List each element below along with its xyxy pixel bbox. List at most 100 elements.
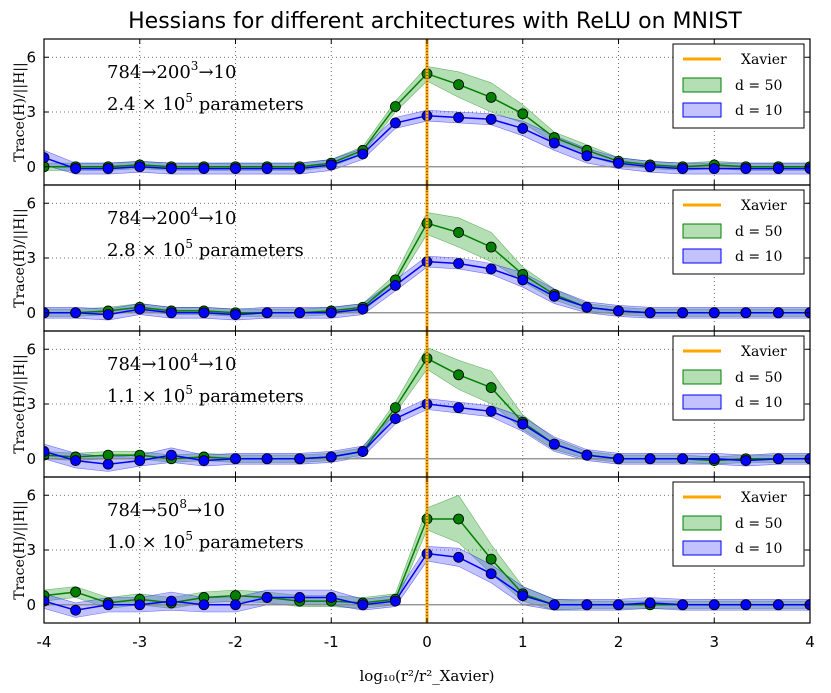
parameters-suffix: parameters (193, 240, 304, 261)
data-point (453, 513, 464, 525)
series-d=10-band (44, 398, 810, 472)
data-point (644, 161, 656, 173)
y-tick-label: 3 (26, 103, 36, 121)
data-point (613, 305, 624, 317)
data-point (134, 161, 146, 173)
architecture-base: 784→50 (107, 500, 179, 521)
data-point (198, 455, 210, 466)
data-point (70, 604, 81, 616)
confidence-band (44, 255, 810, 321)
data-point (198, 163, 210, 174)
parameters-label: 2.4 × 105 parameters (107, 91, 304, 115)
y-axis-label: Trace(H)/||H|| (12, 208, 28, 307)
confidence-band (44, 347, 810, 465)
data-point (390, 413, 401, 425)
architecture-tail: →10 (187, 500, 225, 521)
x-axis-ticks: -4 -3 -2 -1 0 1 2 3 4 (37, 633, 815, 651)
data-point (613, 599, 624, 611)
data-point (294, 453, 306, 465)
y-tick-label: 6 (26, 194, 36, 212)
y-tick-label: 0 (26, 596, 36, 614)
data-point (773, 307, 784, 319)
y-tick-label: 0 (26, 158, 36, 176)
data-point (102, 309, 114, 320)
data-point (390, 101, 401, 112)
data-point (644, 597, 656, 609)
data-point (613, 157, 624, 169)
x-tick-label: -1 (324, 633, 339, 651)
y-tick-label: 3 (26, 395, 36, 413)
legend-swatch-d50 (682, 77, 722, 93)
data-point (581, 150, 593, 162)
y-axis-label: Trace(H)/||H|| (12, 500, 28, 599)
data-point (740, 599, 752, 611)
parameters-mantissa: 2.8 (107, 240, 136, 261)
parameters-mantissa: 2.4 (107, 94, 136, 115)
data-point (453, 258, 464, 269)
architecture-exponent: 8 (179, 497, 187, 511)
legend-label-xavier: Xavier (741, 52, 787, 68)
data-point (294, 163, 306, 174)
data-point (390, 595, 401, 607)
data-point (485, 113, 497, 125)
data-point (677, 599, 689, 611)
legend: Xavier d = 50 d = 10 (672, 43, 805, 129)
architecture-exponent: 4 (191, 205, 199, 219)
architecture-tail: →10 (198, 208, 236, 229)
data-point (102, 163, 114, 174)
parameters-times-ten: × 10 (142, 94, 186, 115)
legend-label-d10: d = 10 (735, 103, 782, 119)
data-point (165, 449, 177, 461)
data-point (644, 453, 656, 465)
data-point (165, 163, 177, 174)
x-axis-label-text: log₁₀(r²/r²_Xavier) (359, 667, 494, 685)
legend-swatch-d50 (682, 515, 722, 531)
legend: Xavier d = 50 d = 10 (672, 481, 805, 567)
legend-swatch-d10 (682, 394, 722, 410)
y-axis-label: Trace(H)/||H|| (12, 62, 28, 161)
architecture-exponent: 3 (191, 59, 199, 73)
data-point (453, 79, 464, 91)
data-point (581, 599, 593, 611)
data-point (453, 227, 464, 238)
data-point (165, 595, 177, 607)
parameters-exponent: 5 (185, 91, 193, 105)
data-point (165, 307, 177, 319)
series-markers (44, 110, 810, 174)
data-point (773, 453, 784, 465)
data-point (294, 307, 306, 319)
data-point (517, 274, 529, 286)
architecture-exponent: 4 (191, 351, 199, 365)
data-point (548, 290, 560, 302)
data-point (102, 458, 114, 470)
data-point (357, 446, 369, 457)
data-point (453, 551, 464, 563)
data-point (517, 123, 529, 134)
data-point (357, 303, 369, 315)
data-point (390, 117, 401, 129)
data-point (325, 451, 337, 463)
data-point (102, 599, 114, 611)
data-point (70, 455, 81, 466)
legend-label-d50: d = 50 (735, 224, 782, 240)
data-point (517, 590, 529, 602)
data-point (357, 599, 369, 611)
architecture-tail: →10 (198, 62, 236, 83)
architecture-base: 784→100 (107, 354, 191, 375)
y-tick-label: 6 (26, 48, 36, 66)
parameters-exponent: 5 (185, 237, 193, 251)
data-point (485, 568, 497, 580)
y-tick-label: 3 (26, 541, 36, 559)
data-point (198, 307, 210, 319)
x-axis-label: log₁₀(r²/r²_Xavier) (359, 667, 494, 685)
data-point (230, 453, 241, 465)
y-tick-label: 6 (26, 340, 36, 358)
data-point (548, 137, 560, 149)
data-point (677, 163, 689, 174)
data-point (677, 307, 689, 319)
data-point (773, 163, 784, 174)
